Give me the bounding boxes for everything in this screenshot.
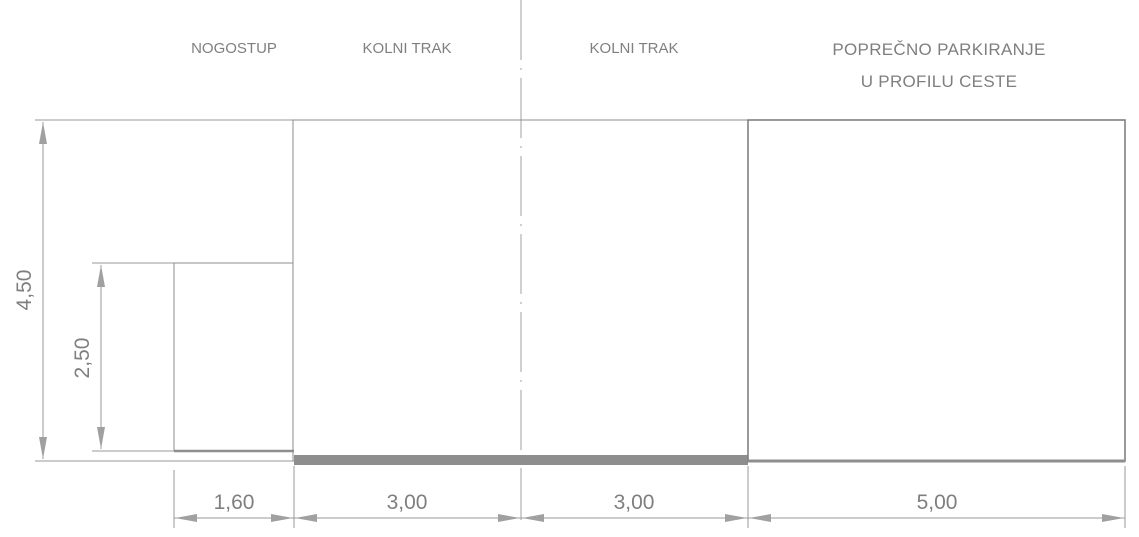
lane-left-label: KOLNI TRAK [363, 40, 452, 57]
parking-width-arrow-right [1102, 514, 1124, 522]
total-height-arrow-top [39, 122, 47, 144]
lane-right-arrow-left [522, 514, 544, 522]
lane-left-arrow-right [498, 514, 520, 522]
lane-left-arrow-left [295, 514, 317, 522]
total-height-value: 4,50 [13, 270, 36, 311]
parking-label-line2: U PROFILU CESTE [861, 72, 1018, 91]
parking-width-arrow-left [749, 514, 771, 522]
lane-right-label: KOLNI TRAK [590, 40, 679, 57]
parking-label-line1: POPREČNO PARKIRANJE [832, 40, 1045, 59]
lane-left-width-value: 3,00 [387, 491, 428, 514]
sidewalk-width-arrow-left [175, 514, 197, 522]
total-height-arrow-bottom [39, 437, 47, 459]
sidewalk-height-arrow-top [97, 265, 105, 287]
parking-clearance-outline [747, 119, 1126, 462]
parking-width-value: 5,00 [917, 491, 958, 514]
lane-right-width-value: 3,00 [614, 491, 655, 514]
sidewalk-width-arrow-right [271, 514, 293, 522]
sidewalk-clearance-outline [173, 262, 293, 451]
sidewalk-height-value: 2,50 [71, 338, 94, 379]
lane-right-arrow-right [725, 514, 747, 522]
sidewalk-height-arrow-bottom [97, 427, 105, 449]
road-surface [294, 455, 748, 465]
sidewalk-width-value: 1,60 [214, 491, 255, 514]
sidewalk-label: NOGOSTUP [191, 40, 277, 57]
